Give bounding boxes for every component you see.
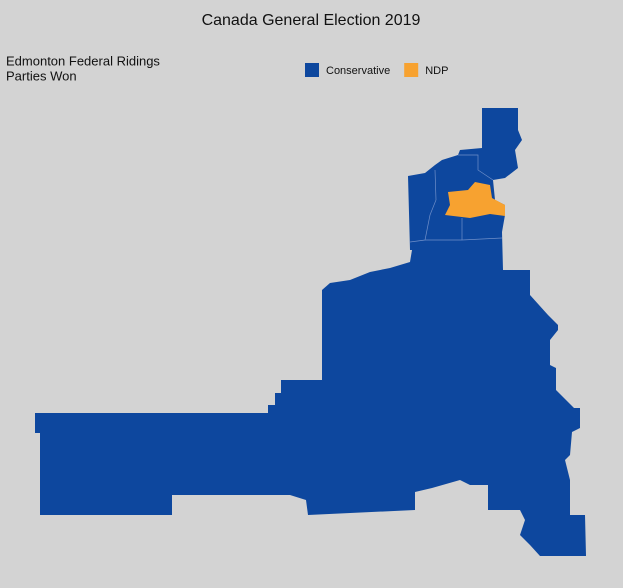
subtitle-line: Edmonton Federal Ridings	[6, 53, 160, 68]
map-title: Canada General Election 2019	[202, 12, 421, 29]
riding-border	[425, 218, 503, 241]
legend-swatch	[404, 63, 419, 77]
subtitle-line: Parties Won	[6, 68, 77, 83]
ridings	[35, 108, 586, 556]
legend: Conservative NDP	[305, 63, 448, 77]
legend-label: Conservative	[326, 65, 390, 77]
riding-border	[458, 154, 494, 181]
legend-label: NDP	[425, 65, 448, 77]
legend-swatch	[305, 63, 319, 77]
riding-border	[409, 169, 437, 243]
conservative-ridings	[35, 108, 586, 556]
ndp-riding	[445, 182, 505, 218]
